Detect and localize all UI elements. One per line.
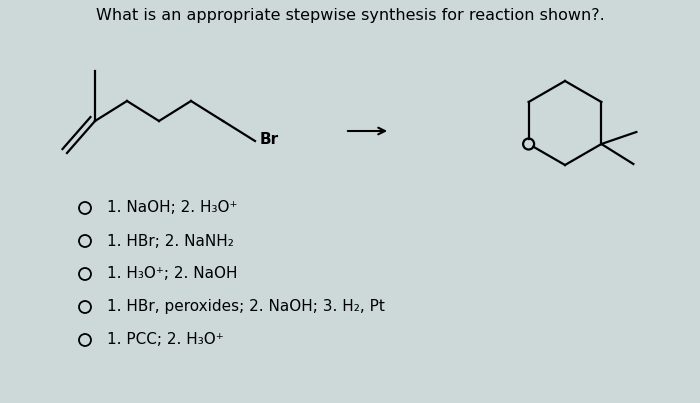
Text: 1. PCC; 2. H₃O⁺: 1. PCC; 2. H₃O⁺ <box>107 332 224 347</box>
Text: 1. NaOH; 2. H₃O⁺: 1. NaOH; 2. H₃O⁺ <box>107 201 237 216</box>
Text: Br: Br <box>260 131 279 147</box>
Text: 1. HBr, peroxides; 2. NaOH; 3. H₂, Pt: 1. HBr, peroxides; 2. NaOH; 3. H₂, Pt <box>107 299 385 314</box>
Text: 1. HBr; 2. NaNH₂: 1. HBr; 2. NaNH₂ <box>107 233 234 249</box>
Text: What is an appropriate stepwise synthesis for reaction shown?.: What is an appropriate stepwise synthesi… <box>96 8 604 23</box>
Text: 1. H₃O⁺; 2. NaOH: 1. H₃O⁺; 2. NaOH <box>107 266 237 282</box>
